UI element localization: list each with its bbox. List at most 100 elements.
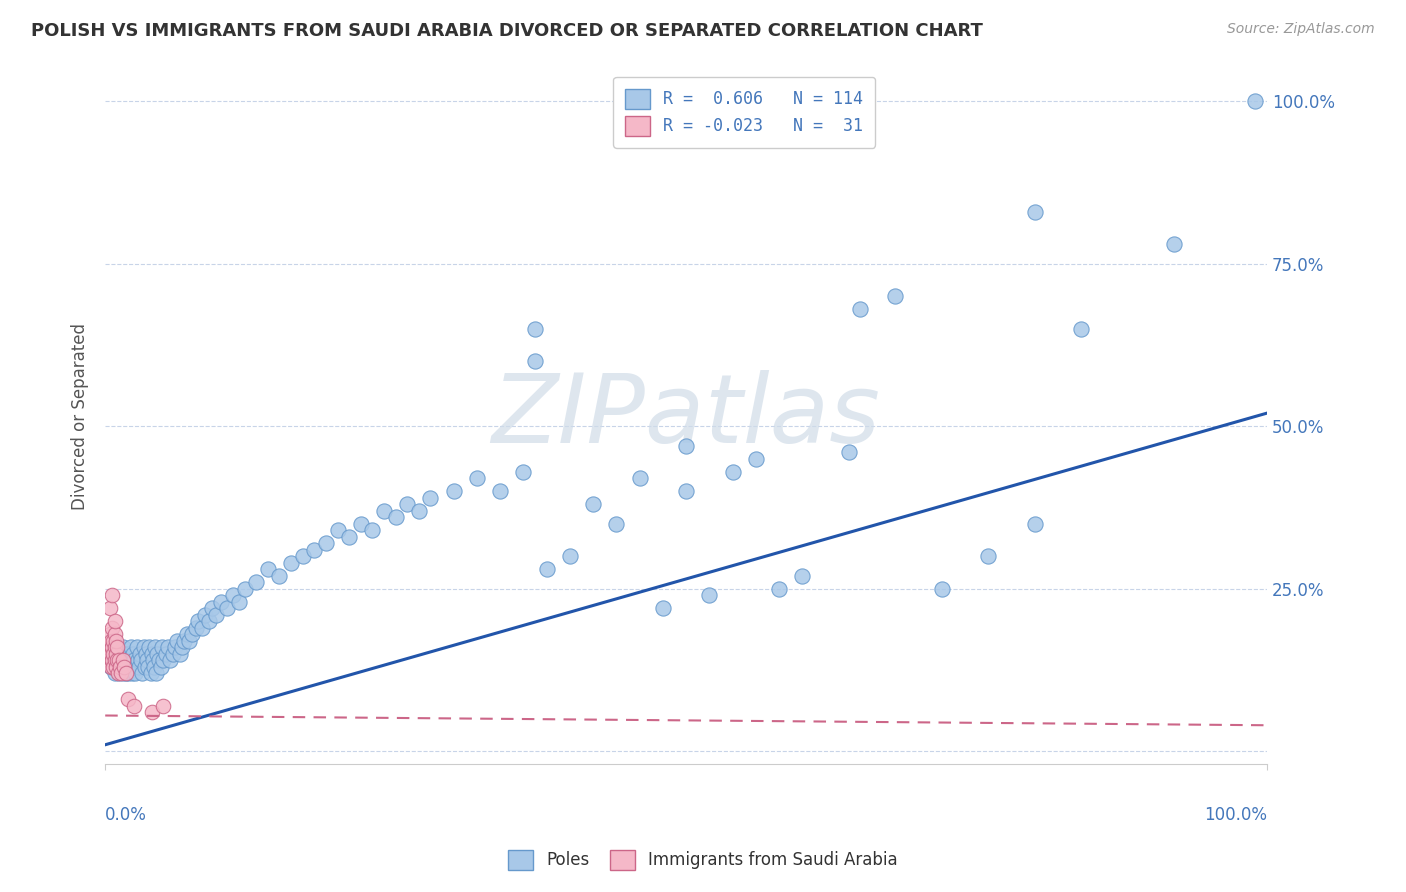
Point bbox=[181, 627, 204, 641]
Point bbox=[122, 659, 145, 673]
Point bbox=[105, 653, 128, 667]
Point bbox=[115, 666, 138, 681]
Point bbox=[138, 640, 160, 655]
Point bbox=[129, 653, 152, 667]
Point bbox=[135, 647, 157, 661]
Point bbox=[222, 588, 245, 602]
Point bbox=[105, 659, 128, 673]
Point bbox=[134, 659, 156, 673]
Point bbox=[128, 659, 150, 673]
Point bbox=[98, 640, 121, 655]
Text: 0.0%: 0.0% bbox=[105, 806, 148, 824]
Point bbox=[977, 549, 1000, 564]
Point bbox=[100, 647, 122, 661]
Point bbox=[408, 504, 430, 518]
Point bbox=[169, 647, 191, 661]
Point bbox=[104, 647, 127, 661]
Point bbox=[115, 666, 138, 681]
Point bbox=[122, 647, 145, 661]
Point bbox=[107, 666, 129, 681]
Point bbox=[103, 653, 125, 667]
Point bbox=[150, 640, 173, 655]
Point bbox=[373, 504, 395, 518]
Point bbox=[103, 653, 125, 667]
Point bbox=[120, 640, 142, 655]
Point bbox=[721, 465, 744, 479]
Point bbox=[201, 601, 224, 615]
Point bbox=[155, 647, 177, 661]
Point bbox=[114, 647, 136, 661]
Point bbox=[120, 659, 142, 673]
Point bbox=[98, 627, 121, 641]
Point bbox=[524, 354, 547, 368]
Point bbox=[100, 633, 122, 648]
Point bbox=[107, 653, 129, 667]
Point bbox=[228, 595, 250, 609]
Point bbox=[1070, 321, 1092, 335]
Point bbox=[675, 484, 697, 499]
Point bbox=[103, 666, 125, 681]
Point bbox=[101, 588, 124, 602]
Point bbox=[187, 614, 209, 628]
Point bbox=[110, 659, 132, 673]
Point bbox=[931, 582, 953, 596]
Point bbox=[651, 601, 673, 615]
Point bbox=[110, 666, 132, 681]
Point bbox=[103, 659, 125, 673]
Point bbox=[361, 523, 384, 537]
Point bbox=[291, 549, 314, 564]
Point bbox=[103, 614, 125, 628]
Point bbox=[141, 705, 163, 719]
Point bbox=[117, 692, 139, 706]
Point bbox=[127, 653, 149, 667]
Point bbox=[152, 653, 174, 667]
Point bbox=[103, 627, 125, 641]
Point bbox=[163, 640, 186, 655]
Point bbox=[162, 647, 184, 661]
Point bbox=[118, 653, 141, 667]
Point bbox=[170, 640, 193, 655]
Legend: R =  0.606   N = 114, R = -0.023   N =  31: R = 0.606 N = 114, R = -0.023 N = 31 bbox=[613, 77, 875, 147]
Point bbox=[122, 698, 145, 713]
Point bbox=[139, 666, 162, 681]
Point bbox=[108, 666, 131, 681]
Point bbox=[197, 614, 219, 628]
Point bbox=[697, 588, 720, 602]
Point bbox=[465, 471, 488, 485]
Point bbox=[142, 653, 165, 667]
Point bbox=[105, 640, 128, 655]
Point bbox=[194, 607, 217, 622]
Point bbox=[245, 575, 267, 590]
Point bbox=[884, 289, 907, 303]
Point bbox=[125, 640, 148, 655]
Point bbox=[675, 439, 697, 453]
Point bbox=[512, 465, 534, 479]
Point bbox=[100, 659, 122, 673]
Point bbox=[326, 523, 349, 537]
Point bbox=[103, 647, 125, 661]
Point bbox=[112, 659, 135, 673]
Point bbox=[145, 666, 167, 681]
Point bbox=[269, 568, 291, 582]
Point bbox=[110, 653, 132, 667]
Point bbox=[105, 640, 128, 655]
Point bbox=[111, 640, 134, 655]
Point bbox=[217, 601, 239, 615]
Point bbox=[304, 542, 326, 557]
Point bbox=[122, 653, 145, 667]
Point bbox=[280, 556, 302, 570]
Point bbox=[104, 633, 127, 648]
Point bbox=[108, 653, 131, 667]
Point bbox=[141, 647, 163, 661]
Point bbox=[100, 659, 122, 673]
Point bbox=[190, 621, 212, 635]
Point bbox=[628, 471, 651, 485]
Point bbox=[129, 647, 152, 661]
Point bbox=[745, 451, 768, 466]
Point bbox=[384, 510, 406, 524]
Point bbox=[132, 640, 155, 655]
Point bbox=[117, 659, 139, 673]
Point bbox=[101, 621, 124, 635]
Point bbox=[117, 647, 139, 661]
Point bbox=[605, 516, 627, 531]
